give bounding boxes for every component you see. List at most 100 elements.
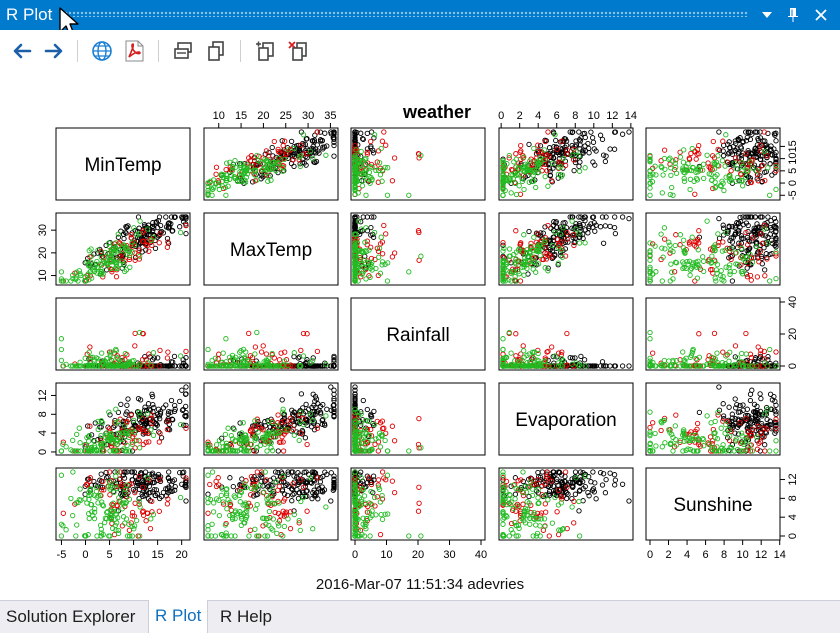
data-point [508,166,515,173]
data-point [533,184,539,191]
data-point [238,161,244,167]
data-point [281,156,288,163]
scatter-panel-Evaporation-vs-Rainfall [350,382,486,456]
data-point [275,160,281,166]
close-icon[interactable] [810,4,832,26]
scatter-panel-MinTemp-vs-Rainfall [350,127,486,201]
data-point [358,171,364,178]
data-point [553,137,559,144]
data-point [205,187,211,194]
data-point [307,148,314,155]
data-point [354,178,360,184]
data-point [379,178,385,184]
data-point [364,130,370,137]
data-point [352,165,358,172]
data-point [535,142,541,148]
globe-icon[interactable] [90,39,114,63]
clear-plot-icon[interactable] [286,39,310,63]
data-point [373,167,379,174]
copy-bitmap-icon[interactable] [171,39,195,63]
data-point [376,160,383,166]
data-point [360,178,366,184]
back-arrow-icon[interactable] [10,39,34,63]
data-point [572,159,579,166]
data-point [379,138,386,144]
data-point [260,167,266,173]
data-point [320,144,326,150]
scatter-panel-Evaporation-vs-MaxTemp [203,382,339,456]
scatter-panel-Rainfall-vs-MaxTemp [203,297,339,371]
dropdown-icon[interactable] [756,4,778,26]
data-point [205,190,211,196]
data-point [247,158,254,164]
variable-label: Evaporation [515,410,616,431]
data-point [554,146,560,152]
data-point [323,152,329,158]
data-point [569,152,575,158]
data-point [304,136,310,142]
data-point [519,175,525,182]
data-point [597,132,604,138]
data-point [223,160,230,166]
pdf-icon[interactable] [122,39,146,63]
data-point [510,172,516,178]
data-point [368,138,374,145]
plot-toolbar [0,30,840,72]
data-point [364,146,371,152]
data-point [330,135,336,141]
scatter-panel-MinTemp-vs-MaxTemp [203,127,339,201]
data-point [603,153,609,159]
data-point [542,173,548,180]
variable-label: MinTemp [84,155,161,176]
data-point [280,142,286,149]
data-point [266,149,272,156]
data-point [298,142,304,148]
data-point [243,174,250,180]
data-point [612,129,618,135]
pairs-scatter-matrix: weatherMinTempMaxTempRainfallEvaporation… [37,102,799,561]
data-point [291,163,297,170]
pin-icon[interactable] [782,4,804,26]
title-bar: R Plot [0,0,840,37]
data-point [569,145,576,151]
data-point [268,177,274,183]
data-point [537,143,544,149]
data-point [220,174,227,180]
data-point [500,165,506,171]
drag-grip[interactable] [64,11,748,17]
data-point [352,131,358,137]
data-point [211,185,217,191]
data-point [353,147,359,153]
data-point [248,164,255,170]
data-point [352,129,358,135]
data-point [238,164,244,171]
data-point [364,149,370,155]
data-point [352,184,358,190]
data-point [355,190,361,196]
data-point [600,152,607,158]
plot-area: weather MinTemp MaxTemp Rainfall Evaporation… [0,72,840,600]
data-point [370,150,377,156]
data-point [571,167,577,174]
data-point [377,172,384,178]
data-point [313,158,320,165]
data-point [275,146,281,153]
data-point [290,157,296,163]
data-point [254,152,260,159]
data-point [549,178,555,184]
copy-metafile-icon[interactable] [204,39,228,63]
data-point [352,154,358,160]
data-point [599,136,606,143]
data-point [570,151,576,158]
data-point [280,168,286,174]
data-point [205,180,211,186]
data-point [570,129,576,135]
data-point [551,143,557,150]
export-icon[interactable] [253,39,277,63]
data-point [573,142,580,148]
data-point [508,172,514,178]
forward-arrow-icon[interactable] [42,39,66,63]
data-point [385,165,391,171]
data-point [556,159,562,165]
data-point [320,146,326,152]
